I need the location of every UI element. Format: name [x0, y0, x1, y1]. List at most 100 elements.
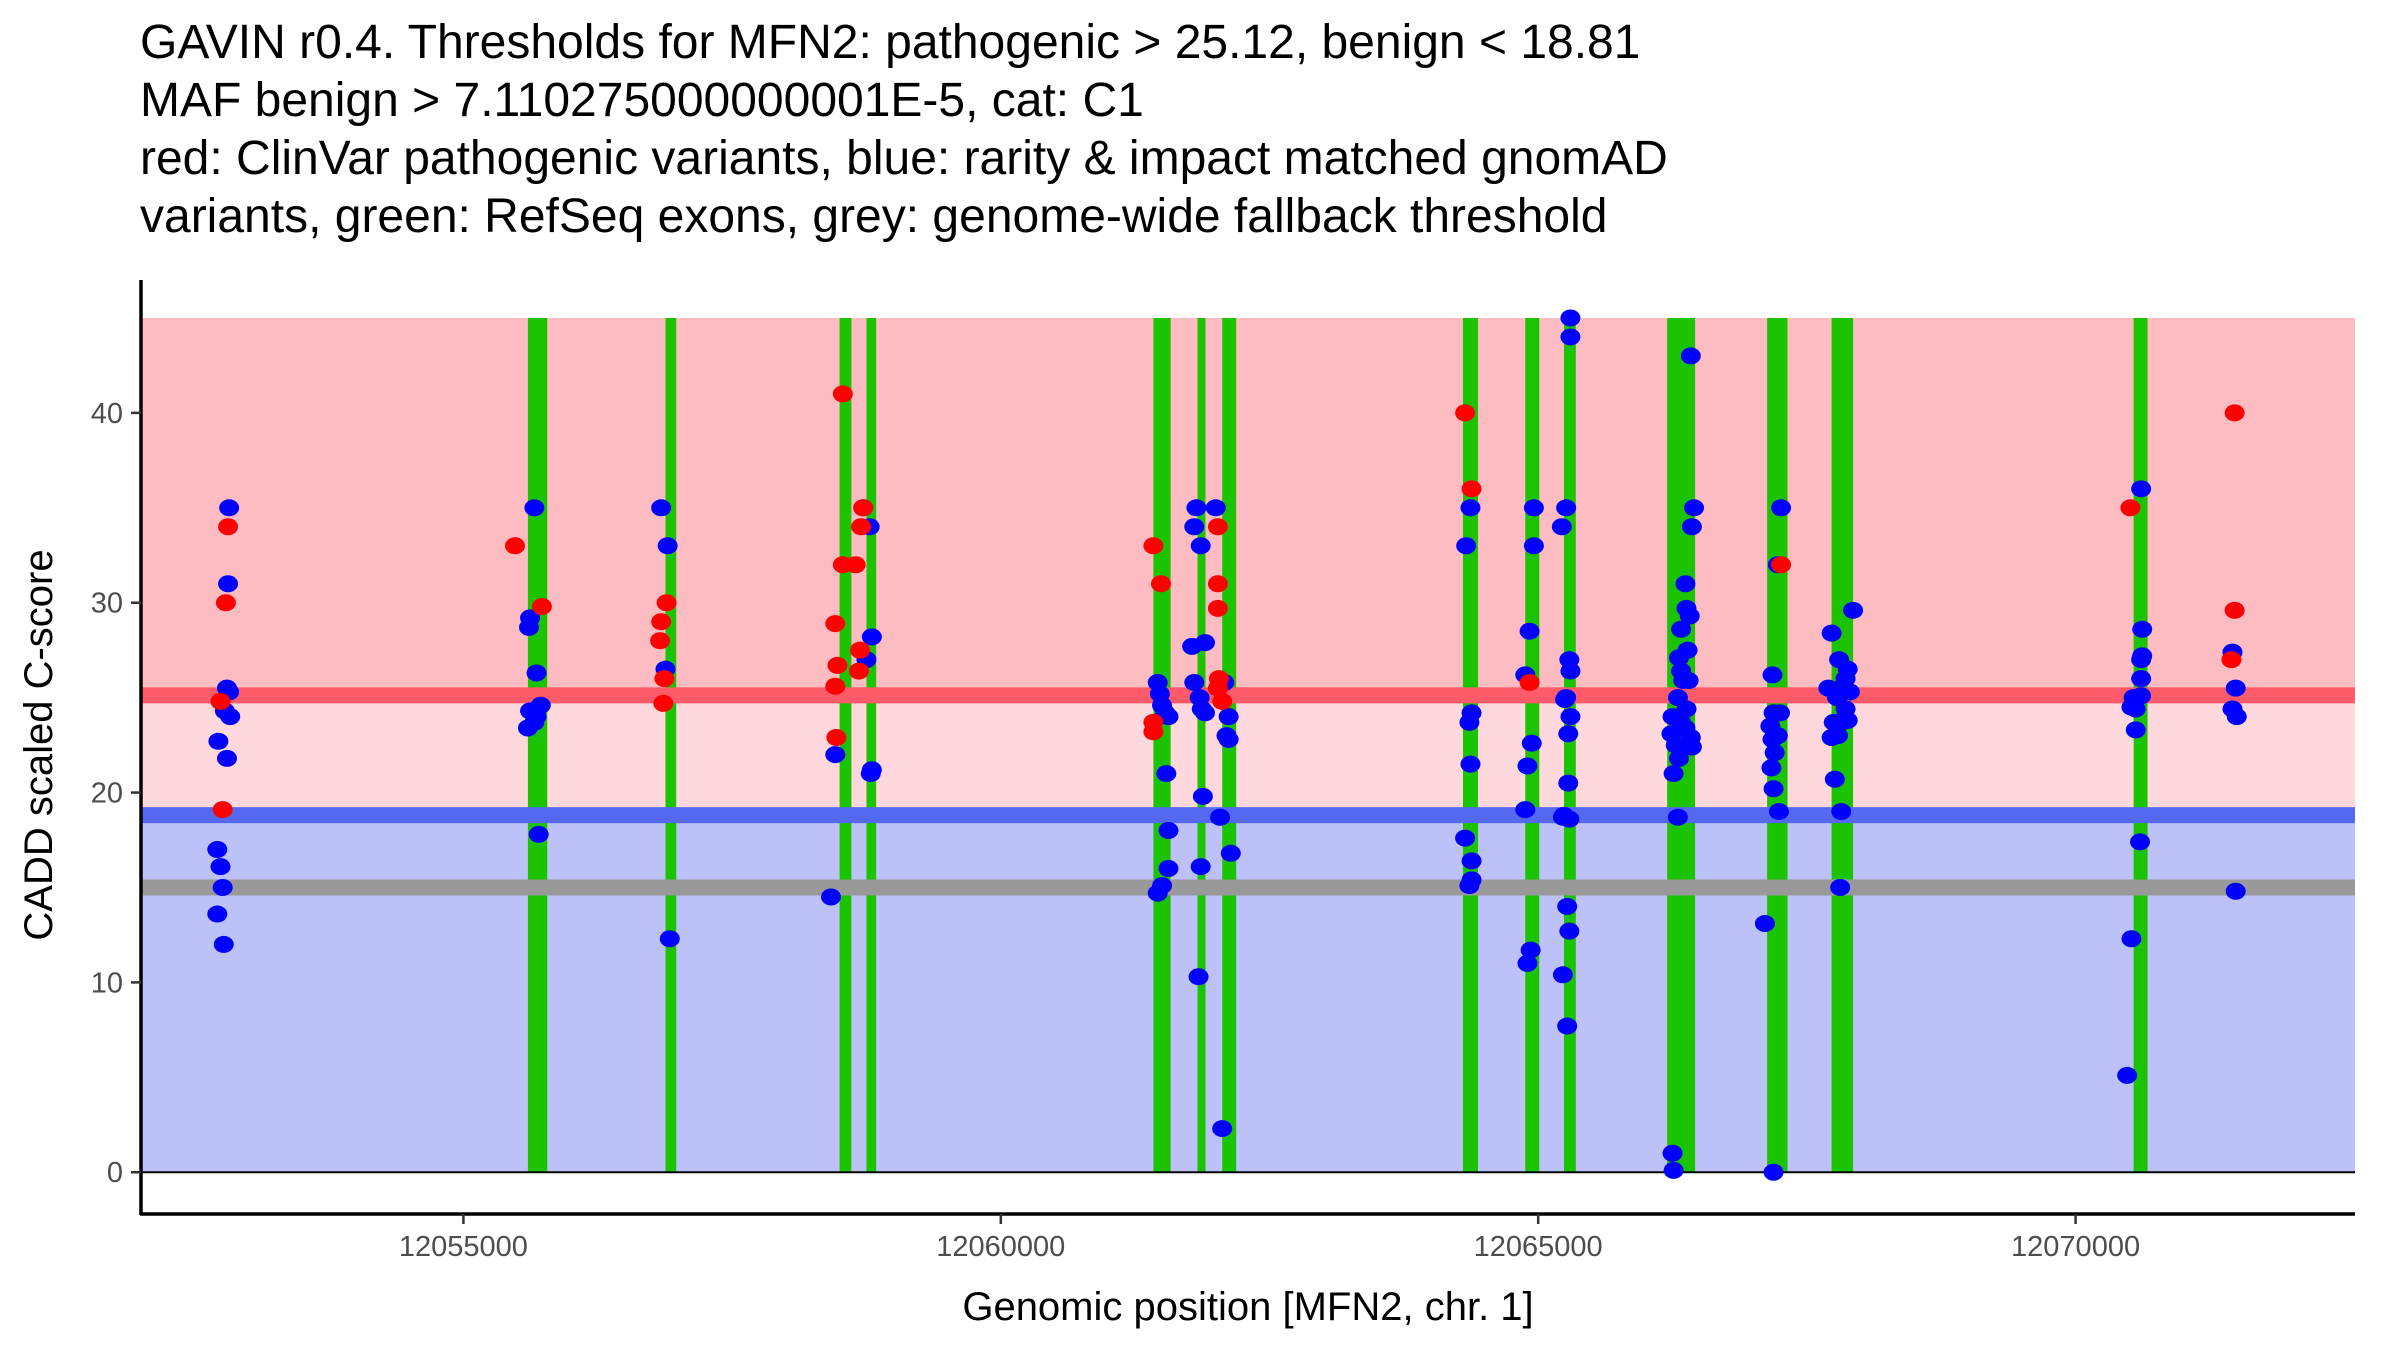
threshold-zones — [141, 317, 2355, 1173]
exon-band — [2133, 317, 2148, 1173]
gnomad-variant-point — [1680, 347, 1701, 365]
pathogenic-variant-point — [2120, 499, 2141, 517]
gnomad-variant-point — [1671, 620, 1692, 638]
gnomad-variant-point — [1679, 607, 1700, 625]
gnomad-variant-point — [1515, 801, 1536, 819]
x-axis-title: Genomic position [MFN2, chr. 1] — [962, 1285, 1533, 1329]
exon-band — [866, 317, 877, 1173]
gnomad-variant-point — [1560, 662, 1581, 680]
gnomad-variant-point — [1560, 708, 1581, 726]
gnomad-variant-point — [1831, 803, 1852, 821]
gnomad-variant-point — [1188, 968, 1209, 986]
gnomad-variant-point — [1190, 858, 1211, 876]
gnomad-variant-point — [1681, 738, 1702, 756]
gnomad-variant-point — [216, 749, 237, 767]
gnomad-variant-point — [1665, 736, 1686, 754]
y-axis-title: CADD scaled C-score — [17, 549, 61, 940]
gnomad-variant-point — [2117, 1066, 2138, 1084]
pathogenic-variant-point — [845, 556, 866, 574]
gnomad-variant-point — [1460, 499, 1481, 517]
gnomad-variant-point — [1770, 704, 1791, 722]
gnomad-variant-point — [219, 499, 240, 517]
gnomad-variant-point — [1184, 518, 1205, 536]
gnomad-variant-point — [1684, 499, 1705, 517]
pathogenic-threshold-line — [141, 687, 2355, 704]
pathogenic-variant-point — [653, 694, 674, 712]
pathogenic-variant-point — [1150, 575, 1171, 593]
gnomad-variant-point — [517, 719, 538, 737]
chart-title: GAVIN r0.4. Thresholds for MFN2: pathoge… — [140, 14, 1668, 246]
gnomad-variant-point — [1663, 1161, 1684, 1179]
gnomad-variant-point — [2226, 708, 2247, 726]
title-line-4: variants, green: RefSeq exons, grey: gen… — [140, 190, 1608, 243]
gnomad-variant-point — [1220, 844, 1241, 862]
benign-zone — [141, 815, 2355, 1173]
title-line-3: red: ClinVar pathogenic variants, blue: … — [140, 132, 1668, 185]
exon-band — [665, 317, 677, 1173]
gnomad-variant-point — [1551, 518, 1572, 536]
gnomad-variant-point — [1552, 966, 1573, 984]
gnomad-variant-point — [1517, 954, 1538, 972]
pathogenic-variant-point — [1212, 692, 1233, 710]
gnomad-variant-point — [1762, 730, 1783, 748]
gnomad-variant-point — [1558, 725, 1579, 743]
gnomad-variant-point — [1667, 808, 1688, 826]
pathogenic-variant-point — [505, 537, 526, 555]
gnomad-variant-point — [1837, 711, 1858, 729]
intermediate-zone — [141, 695, 2355, 816]
gnomad-variant-point — [1557, 1017, 1578, 1035]
gnomad-variant-point — [1821, 624, 1842, 642]
gnomad-variant-point — [1763, 1163, 1784, 1181]
gnomad-variant-point — [1192, 787, 1213, 805]
pathogenic-variant-point — [851, 518, 872, 536]
pathogenic-zone — [141, 317, 2355, 696]
fallback-threshold-line — [141, 879, 2355, 896]
gnomad-variant-point — [2131, 651, 2152, 669]
benign-threshold-line — [141, 807, 2355, 824]
gnomad-variant-point — [1461, 852, 1482, 870]
gnomad-variant-point — [1205, 499, 1226, 517]
gnomad-variant-point — [1156, 765, 1177, 783]
exon-band — [527, 317, 548, 1173]
pathogenic-variant-point — [1207, 599, 1228, 617]
gnomad-variant-point — [1519, 622, 1540, 640]
gnomad-variant-point — [1681, 518, 1702, 536]
gnomad-variant-point — [651, 499, 672, 517]
pathogenic-variant-point — [1143, 723, 1164, 741]
gnomad-variant-point — [1455, 829, 1476, 847]
y-tick-label: 40 — [91, 398, 123, 430]
pathogenic-variant-point — [1143, 537, 1164, 555]
gnomad-variant-point — [1560, 309, 1581, 327]
gnomad-variant-point — [1456, 537, 1477, 555]
gnomad-variant-point — [1186, 499, 1207, 517]
y-tick-label: 10 — [91, 967, 123, 999]
gnomad-variant-point — [1210, 808, 1231, 826]
exon-band — [1563, 317, 1576, 1173]
pathogenic-variant-point — [827, 656, 848, 674]
gnomad-variant-point — [528, 825, 549, 843]
gnomad-variant-point — [659, 930, 680, 948]
gnomad-variant-point — [2225, 679, 2246, 697]
title-line-2: MAF benign > 7.110275000000001E-5, cat: … — [140, 74, 1144, 127]
gnomad-variant-point — [212, 878, 233, 896]
gnomad-variant-point — [2132, 620, 2153, 638]
gnomad-variant-point — [518, 618, 539, 636]
y-tick-label: 20 — [91, 778, 123, 810]
gnomad-variant-point — [1761, 759, 1782, 777]
gnomad-variant-point — [1824, 770, 1845, 788]
gnomad-variant-point — [1768, 803, 1789, 821]
gnomad-variant-point — [1555, 691, 1576, 709]
gnomad-variant-point — [207, 841, 228, 859]
gnomad-variant-point — [861, 628, 882, 646]
gnomad-variant-point — [1520, 941, 1541, 959]
gnomad-variant-point — [2125, 721, 2146, 739]
x-tick-label: 12070000 — [2011, 1231, 2140, 1263]
pathogenic-variant-point — [848, 662, 869, 680]
pathogenic-variant-point — [2224, 404, 2245, 422]
gnomad-variant-point — [1218, 730, 1239, 748]
pathogenic-variant-point — [826, 729, 847, 747]
pathogenic-variant-point — [1519, 673, 1540, 691]
y-tick-label: 30 — [91, 588, 123, 620]
title-line-1: GAVIN r0.4. Thresholds for MFN2: pathoge… — [140, 16, 1641, 69]
gnomad-variant-point — [1212, 1120, 1233, 1138]
